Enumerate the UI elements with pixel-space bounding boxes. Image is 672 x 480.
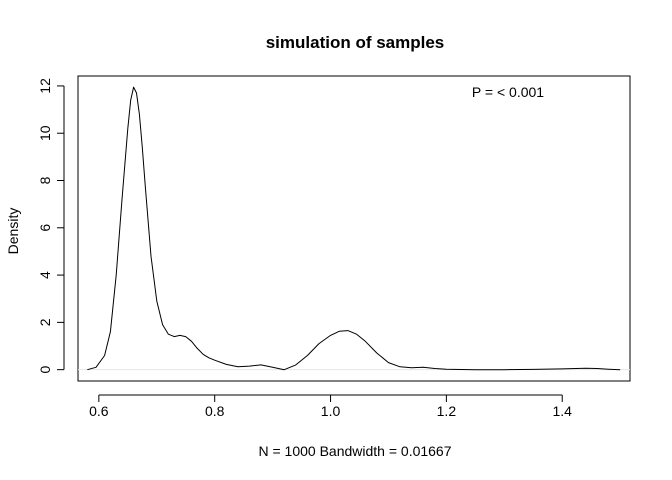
y-tick-label: 0 <box>37 366 53 374</box>
chart-title: simulation of samples <box>266 33 445 52</box>
x-axis-label: N = 1000 Bandwidth = 0.01667 <box>258 443 451 459</box>
x-tick-label: 1.0 <box>321 403 341 419</box>
y-axis: 0 2 4 6 8 10 12 <box>37 78 65 374</box>
x-tick-label: 1.2 <box>437 403 457 419</box>
x-tick-label: 0.8 <box>205 403 225 419</box>
p-value-annotation: P = < 0.001 <box>472 84 544 100</box>
x-tick-label: 0.6 <box>89 403 109 419</box>
y-tick-label: 8 <box>37 176 53 184</box>
y-tick-label: 12 <box>37 78 53 94</box>
x-tick-label: 1.4 <box>552 403 572 419</box>
y-tick-label: 4 <box>37 271 53 279</box>
curve-layer <box>87 86 621 371</box>
density-curve <box>87 86 621 371</box>
y-tick-label: 10 <box>37 125 53 141</box>
x-axis: 0.6 0.8 1.0 1.2 1.4 <box>89 394 572 419</box>
y-axis-label: Density <box>5 208 21 255</box>
y-tick-label: 6 <box>37 224 53 232</box>
y-tick-label: 2 <box>37 318 53 326</box>
plot-frame <box>77 75 631 382</box>
